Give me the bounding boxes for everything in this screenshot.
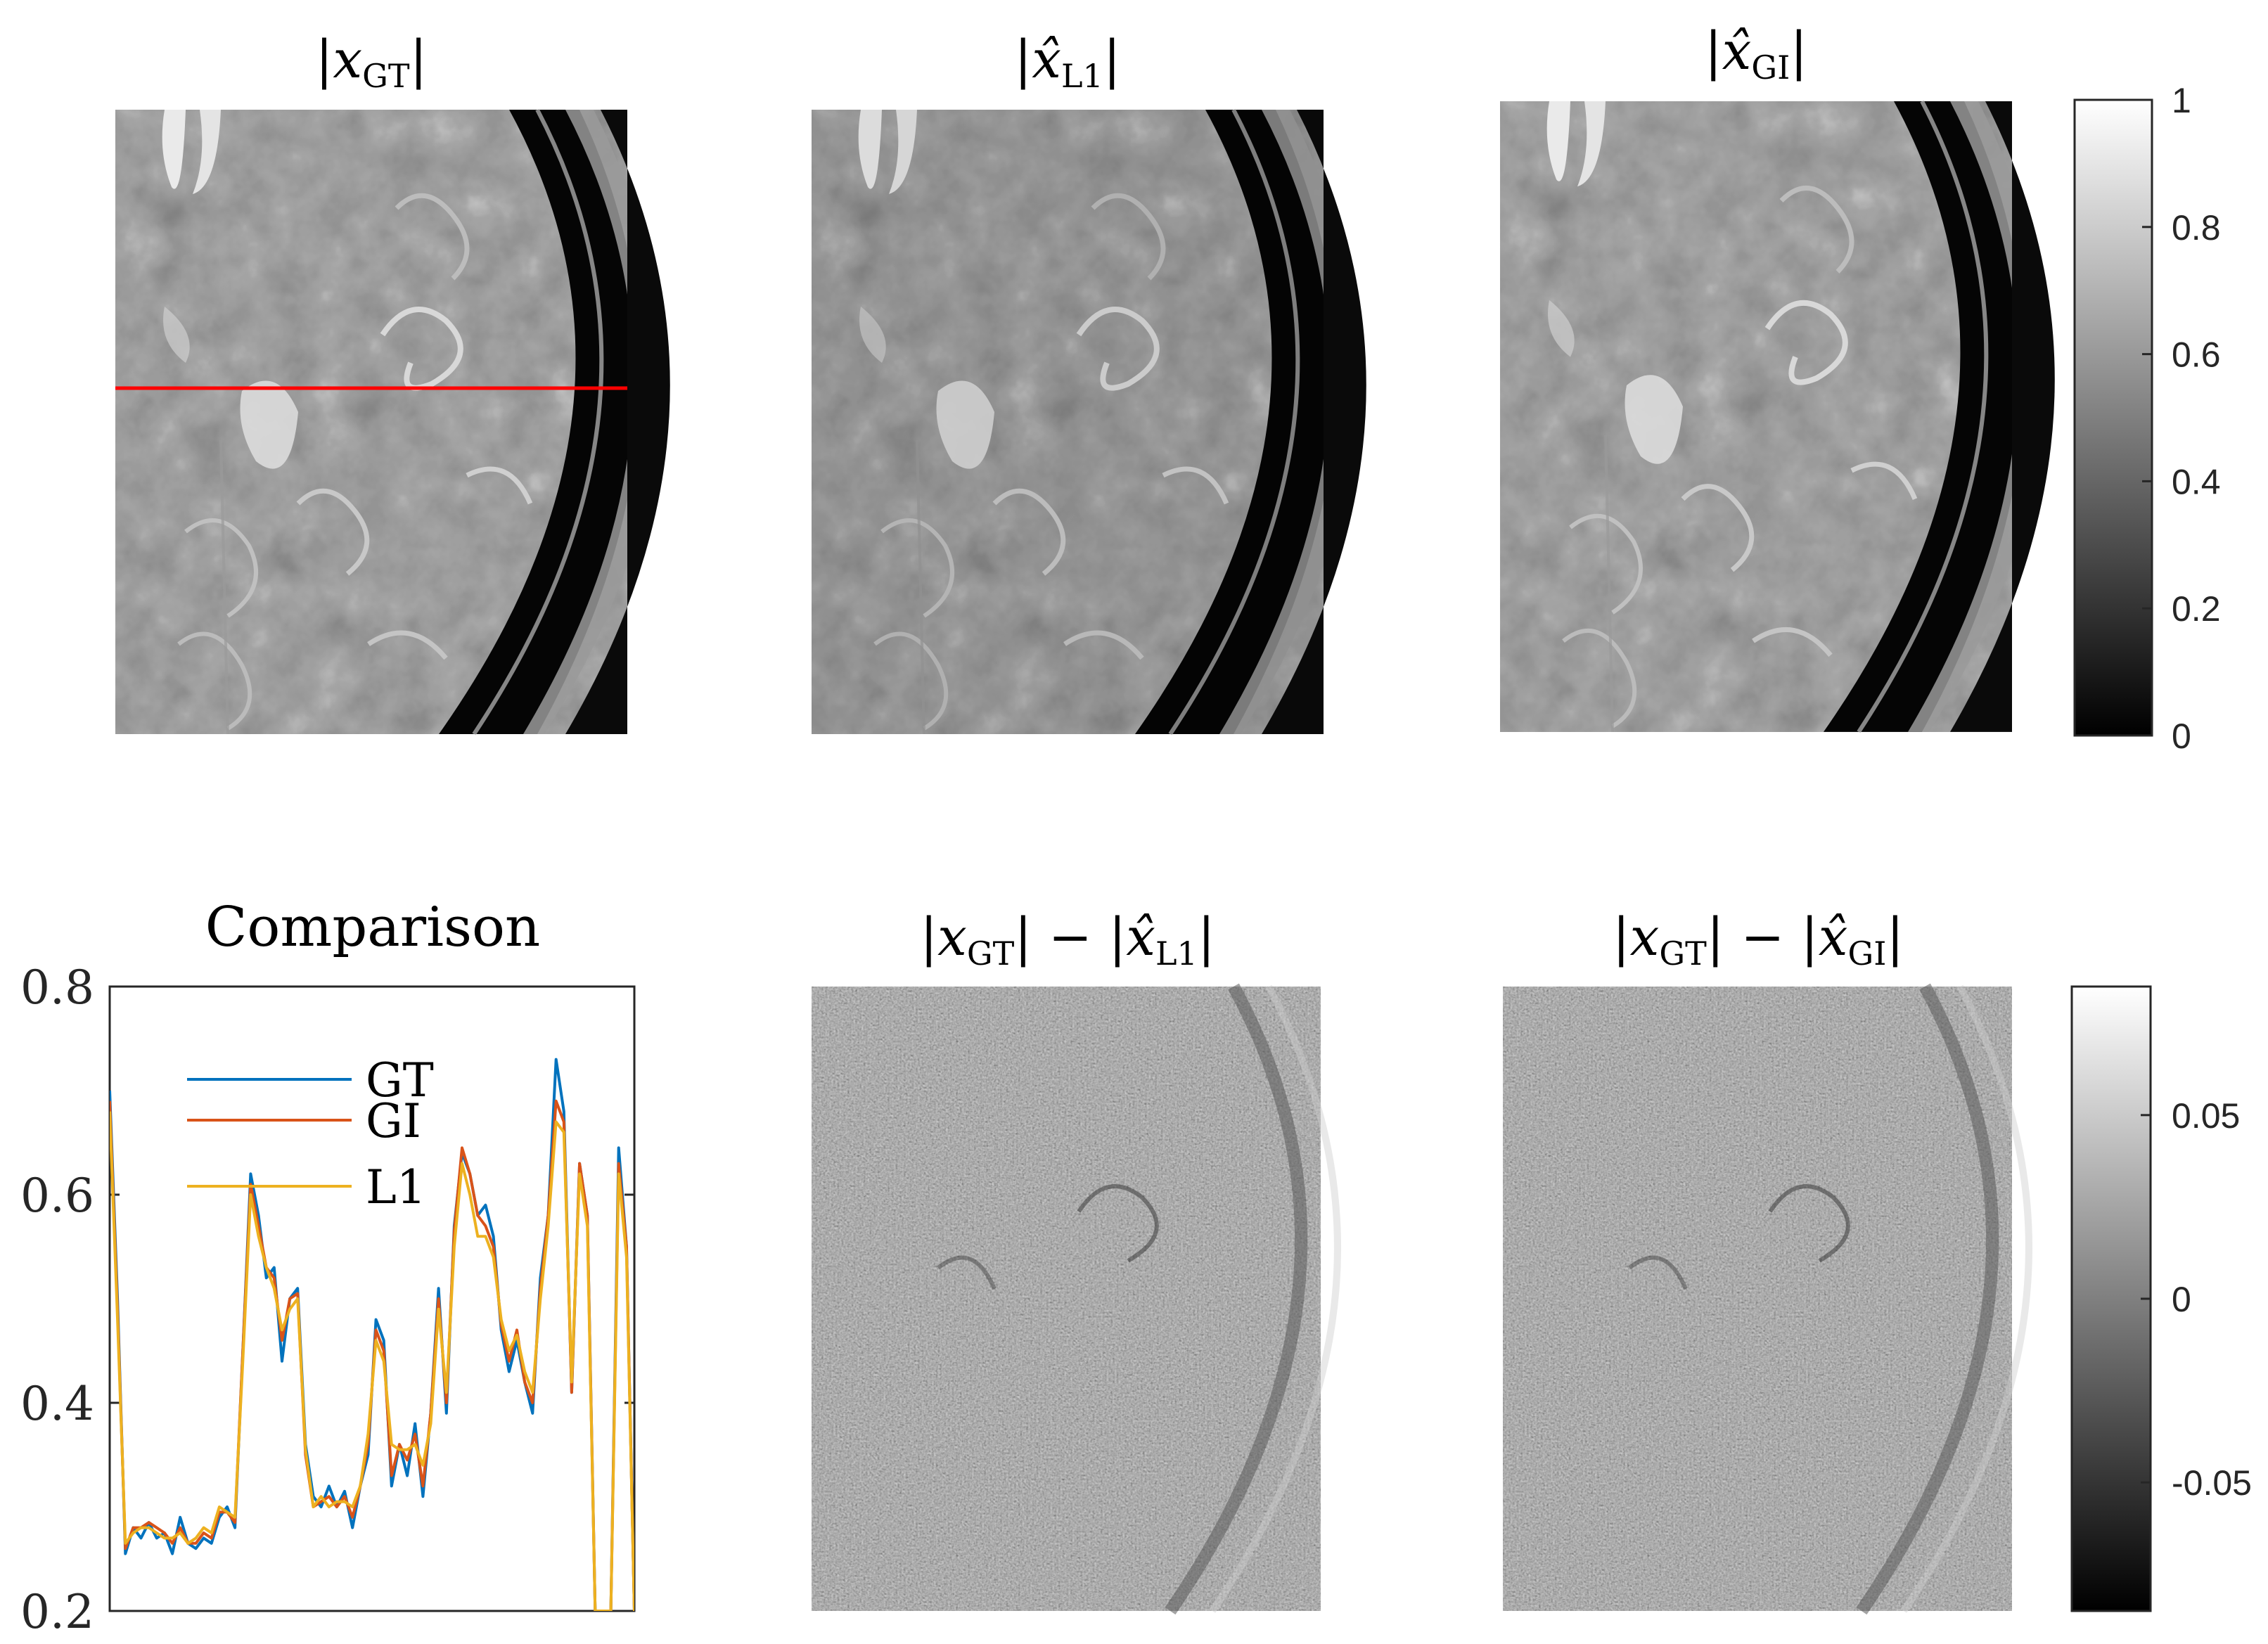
colorbar-top-tick-label: 0.4 [2172, 462, 2221, 501]
colorbar-top-gradient [2073, 98, 2153, 737]
image-l1 [812, 110, 1366, 734]
plot-ytick-label: 0.6 [20, 1169, 94, 1223]
title-gt: |xGT| [315, 30, 427, 95]
plot-ytick-label: 0.4 [20, 1377, 94, 1431]
series-line-l1 [110, 1111, 634, 1611]
legend-label-gt: GT [366, 1053, 434, 1107]
colorbar-bottom-gradient [2070, 985, 2152, 1612]
plot-axes [108, 985, 636, 1612]
image-gt [115, 110, 670, 734]
colorbar-bottom: 0.05 0 -0.05 [2070, 985, 2252, 1612]
colorbar-top-tick-label: 0.6 [2172, 335, 2221, 375]
title-gi: |x̂GI| [1705, 21, 1808, 86]
title-l1: |x̂L1| [1014, 30, 1120, 95]
legend-label-l1: L1 [366, 1160, 426, 1214]
image-diff-l1 [812, 987, 1338, 1611]
colorbar-top-tick-label: 1 [2172, 81, 2191, 120]
image-gi [1500, 101, 2055, 732]
plot-title: Comparison [205, 896, 541, 959]
colorbar-top-tick-label: 0.8 [2172, 208, 2221, 248]
plot-ytick-label: 0.8 [20, 961, 94, 1015]
legend-label-gi: GI [366, 1094, 421, 1148]
colorbar-bottom-tick-label: 0.05 [2172, 1096, 2240, 1136]
colorbar-top-tick-label: 0 [2172, 717, 2191, 756]
colorbar-bottom-tick-label: -0.05 [2172, 1463, 2252, 1503]
title-diff-l1: |xGT| − |x̂L1| [920, 907, 1215, 972]
colorbar-top: 1 0.8 0.6 0.4 0.2 0 [2073, 81, 2221, 756]
plot-ytick-label: 0.2 [20, 1585, 94, 1639]
colorbar-bottom-tick-label: 0 [2172, 1280, 2191, 1319]
image-diff-gi [1503, 987, 2029, 1611]
title-diff-gi: |xGT| − |x̂GI| [1613, 907, 1904, 972]
colorbar-top-tick-label: 0.2 [2172, 589, 2221, 629]
